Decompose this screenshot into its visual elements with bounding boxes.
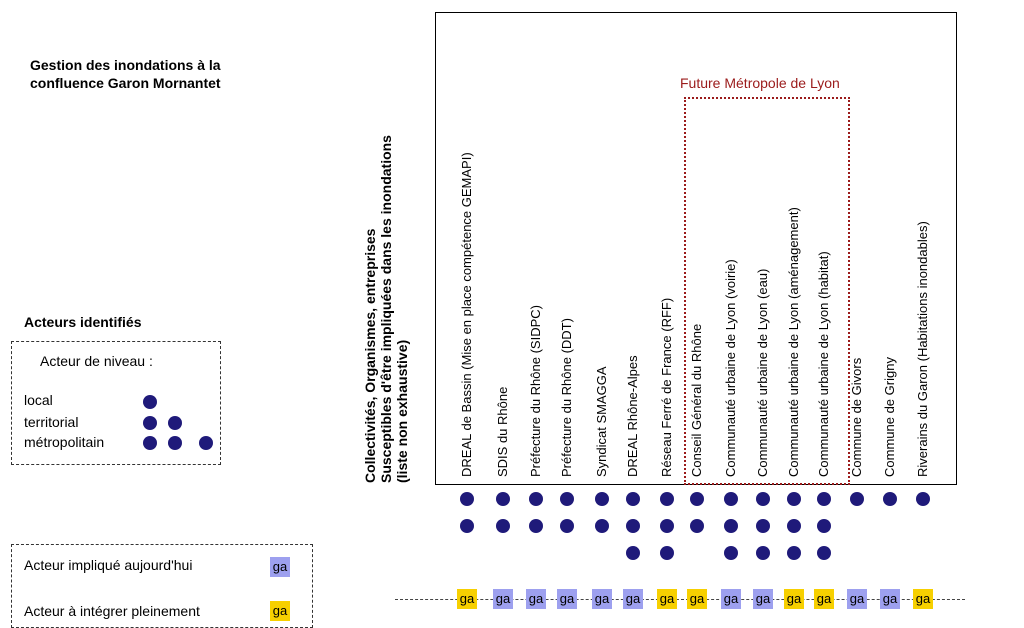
title-line-1: Gestion des inondations à la: [30, 57, 221, 73]
level-dot: [756, 546, 770, 560]
status-badge: ga: [526, 589, 546, 609]
level-dot: [724, 519, 738, 533]
status-badge: ga: [913, 589, 933, 609]
level-dot: [143, 395, 157, 409]
axis-title: Collectivités, Organismes, entreprises S…: [362, 3, 410, 483]
status-badge: ga: [557, 589, 577, 609]
level-dot: [168, 436, 182, 450]
level-dot: [787, 546, 801, 560]
level-dot: [756, 492, 770, 506]
actor-label: Communauté urbaine de Lyon (voirie): [723, 259, 738, 477]
level-dot: [496, 519, 510, 533]
level-label-metropolitain: métropolitain: [24, 434, 105, 450]
involvement-legend-box: Acteur impliqué aujourd'hui ga Acteur à …: [11, 544, 313, 628]
axis-title-line-2: Susceptibles d'être impliquées dans les …: [378, 135, 394, 483]
level-dot: [529, 519, 543, 533]
actor-label: Communauté urbaine de Lyon (eau): [755, 268, 770, 477]
level-dot: [660, 546, 674, 560]
level-dot: [143, 416, 157, 430]
level-dot: [168, 416, 182, 430]
axis-title-line-3: (liste non exhaustive): [394, 339, 410, 483]
level-dot: [460, 492, 474, 506]
status-badge: ga: [687, 589, 707, 609]
status-badge: ga: [493, 589, 513, 609]
level-dot: [660, 492, 674, 506]
level-legend-box: Acteur de niveau : local territorial mét…: [11, 341, 221, 465]
actor-label: DREAL Rhône-Alpes: [625, 355, 640, 477]
level-dot: [850, 492, 864, 506]
level-dot: [817, 519, 831, 533]
level-dot: [626, 546, 640, 560]
title-line-2: confluence Garon Mornantet: [30, 75, 221, 91]
level-dot: [143, 436, 157, 450]
involved-legend-badge: ga: [270, 557, 290, 577]
level-dot: [626, 519, 640, 533]
level-dot: [724, 546, 738, 560]
level-dot: [883, 492, 897, 506]
to-integrate-legend-badge: ga: [270, 601, 290, 621]
level-dot: [817, 492, 831, 506]
status-badge: ga: [657, 589, 677, 609]
level-dot: [724, 492, 738, 506]
level-dot: [690, 519, 704, 533]
status-line: [395, 599, 965, 600]
status-badge: ga: [592, 589, 612, 609]
actor-label: Préfecture du Rhône (DDT): [559, 318, 574, 477]
actors-legend-title: Acteurs identifiés: [24, 314, 142, 330]
actor-label: Communauté urbaine de Lyon (habitat): [816, 251, 831, 477]
involved-legend-label: Acteur impliqué aujourd'hui: [24, 557, 193, 573]
status-badge: ga: [880, 589, 900, 609]
level-dot: [496, 492, 510, 506]
level-dot: [660, 519, 674, 533]
level-dot: [560, 519, 574, 533]
level-dot: [595, 519, 609, 533]
level-legend-heading: Acteur de niveau :: [40, 353, 153, 369]
level-dot: [690, 492, 704, 506]
status-badge: ga: [753, 589, 773, 609]
metropole-group-box: [684, 97, 850, 485]
level-dot: [787, 519, 801, 533]
actor-label: Conseil Général du Rhône: [689, 323, 704, 477]
actor-label: DREAL de Bassin (Mise en place compétenc…: [459, 152, 474, 477]
level-label-local: local: [24, 392, 53, 408]
level-dot: [916, 492, 930, 506]
axis-title-line-1: Collectivités, Organismes, entreprises: [362, 228, 378, 483]
status-badge: ga: [623, 589, 643, 609]
status-badge: ga: [721, 589, 741, 609]
status-badge: ga: [847, 589, 867, 609]
level-dot: [529, 492, 543, 506]
actor-label: Riverains du Garon (Habitations inondabl…: [915, 221, 930, 477]
level-label-territorial: territorial: [24, 414, 79, 430]
metropole-group-label: Future Métropole de Lyon: [680, 75, 840, 91]
level-dot: [817, 546, 831, 560]
actor-label: Communauté urbaine de Lyon (aménagement): [786, 207, 801, 477]
status-badge: ga: [814, 589, 834, 609]
actor-label: SDIS du Rhône: [495, 386, 510, 477]
level-dot: [595, 492, 609, 506]
actor-label: Syndicat SMAGGA: [594, 366, 609, 477]
actor-label: Préfecture du Rhône (SIDPC): [528, 305, 543, 477]
page-title: Gestion des inondations à la confluence …: [30, 56, 221, 92]
level-dot: [460, 519, 474, 533]
to-integrate-legend-label: Acteur à intégrer pleinement: [24, 603, 200, 619]
level-dot: [787, 492, 801, 506]
actor-label: Commune de Givors: [849, 357, 864, 477]
level-dot: [560, 492, 574, 506]
status-badge: ga: [457, 589, 477, 609]
level-dot: [626, 492, 640, 506]
status-badge: ga: [784, 589, 804, 609]
level-dot: [199, 436, 213, 450]
level-dot: [756, 519, 770, 533]
actor-label: Commune de Grigny: [882, 357, 897, 477]
actor-label: Réseau Ferré de France (RFF): [659, 297, 674, 477]
